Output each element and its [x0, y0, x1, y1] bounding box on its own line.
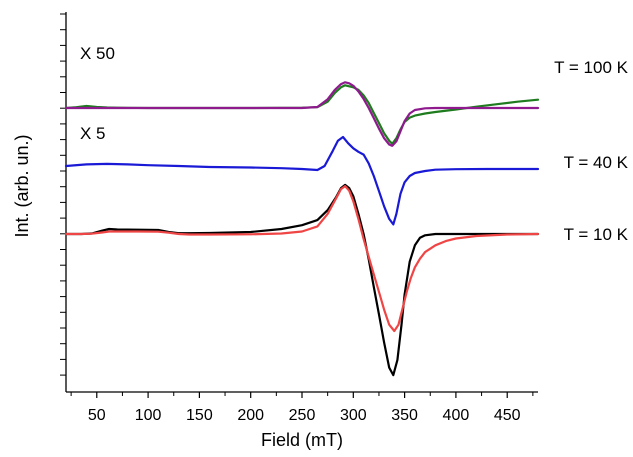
- series-layer: [64, 81, 540, 377]
- label-x50: X 50: [80, 44, 115, 63]
- label-t40: T = 40 K: [564, 153, 629, 172]
- x-tick-label: 250: [289, 407, 316, 424]
- label-t100: T = 100 K: [554, 58, 629, 77]
- x-tick-label: 300: [340, 407, 367, 424]
- x-tick-label: 350: [391, 407, 418, 424]
- plot-frame: [65, 12, 538, 393]
- x-tick-label: 50: [88, 407, 106, 424]
- x-tick-label: 400: [443, 407, 470, 424]
- x-axis-title: Field (mT): [261, 430, 343, 450]
- x-tick-label: 150: [186, 407, 213, 424]
- x-tick-label: 100: [135, 407, 162, 424]
- x-tick-label: 450: [494, 407, 521, 424]
- series-line-2: [64, 135, 540, 226]
- x-tick-label: 200: [237, 407, 264, 424]
- series-line-3: [64, 183, 540, 377]
- series-line-0: [64, 84, 540, 145]
- series-line-1: [64, 81, 540, 147]
- label-t10: T = 10 K: [564, 225, 629, 244]
- x-axis-ticks: [70, 392, 534, 398]
- y-axis-ticks: [60, 13, 66, 376]
- label-x5: X 5: [80, 124, 106, 143]
- y-axis-title: Int. (arb. un.): [12, 134, 32, 237]
- x-axis-tick-labels: 50 100 150 200 250 300 350 400 450: [88, 407, 521, 424]
- series-line-4: [64, 185, 540, 333]
